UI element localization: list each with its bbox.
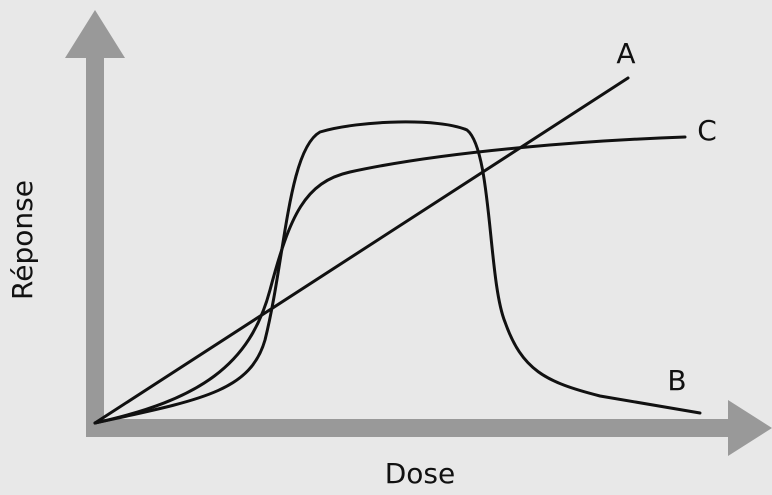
curve-b: [93, 120, 702, 425]
y-axis-arrow: [65, 10, 125, 58]
curve-c: [93, 135, 687, 425]
curve-label: B: [667, 364, 686, 397]
curve-label: A: [616, 37, 635, 70]
x-axis: [86, 419, 736, 437]
curve-a: [93, 76, 630, 425]
curve-label: C: [697, 114, 717, 147]
y-axis-label: Réponse: [6, 180, 39, 300]
x-axis-arrow: [728, 400, 772, 456]
x-axis-label: Dose: [385, 457, 456, 490]
y-axis: [86, 50, 104, 437]
